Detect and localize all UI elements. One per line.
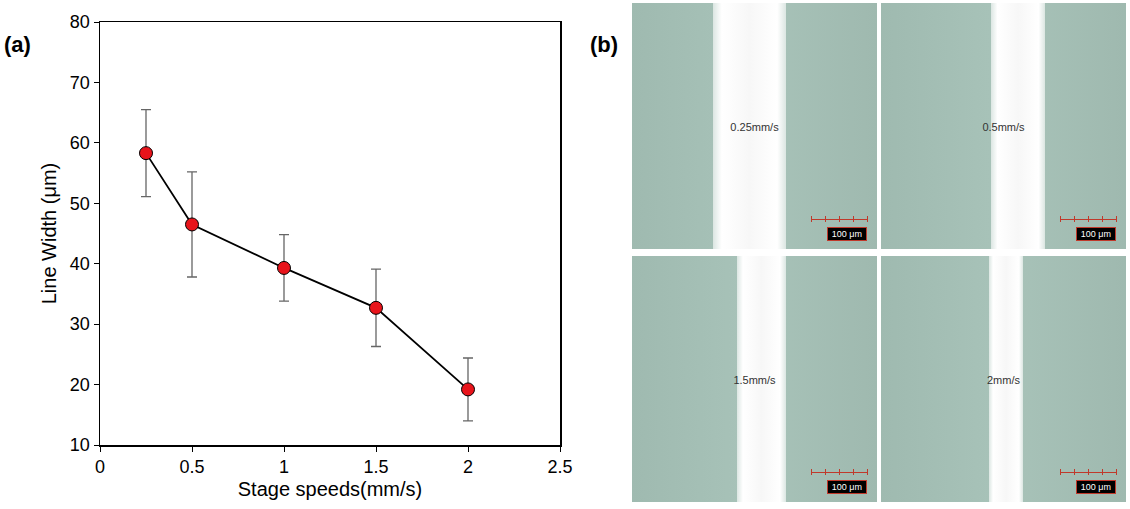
svg-text:2.5: 2.5	[547, 457, 572, 477]
svg-text:70: 70	[70, 73, 90, 93]
svg-text:80: 80	[70, 12, 90, 32]
html-text:100 μm: 100 μm	[831, 229, 862, 239]
html-text:100 μm: 100 μm	[1080, 229, 1111, 239]
svg-text:0: 0	[95, 457, 105, 477]
svg-text:1: 1	[279, 457, 289, 477]
html-text:2mm/s: 2mm/s	[987, 374, 1020, 387]
svg-text:40: 40	[70, 254, 90, 274]
svg-text:Stage speeds(mm/s): Stage speeds(mm/s)	[238, 478, 423, 500]
svg-text:10: 10	[70, 435, 90, 455]
svg-text:60: 60	[70, 133, 90, 153]
svg-text:50: 50	[70, 194, 90, 214]
svg-text:30: 30	[70, 314, 90, 334]
svg-text:0.5: 0.5	[179, 457, 204, 477]
html-text:0.5mm/s: 0.5mm/s	[982, 121, 1025, 134]
svg-text:20: 20	[70, 375, 90, 395]
html-text:(a): (a)	[4, 32, 31, 57]
html-text:100 μm: 100 μm	[831, 482, 862, 492]
svg-text:2: 2	[463, 457, 473, 477]
html-text:100 μm: 100 μm	[1080, 482, 1111, 492]
html-text:(b): (b)	[590, 32, 619, 57]
svg-text:Line Width (μm): Line Width (μm)	[38, 163, 60, 305]
svg-text:1.5: 1.5	[363, 457, 388, 477]
html-text:1.5mm/s: 1.5mm/s	[733, 374, 776, 387]
html-text:0.25mm/s: 0.25mm/s	[730, 121, 779, 134]
